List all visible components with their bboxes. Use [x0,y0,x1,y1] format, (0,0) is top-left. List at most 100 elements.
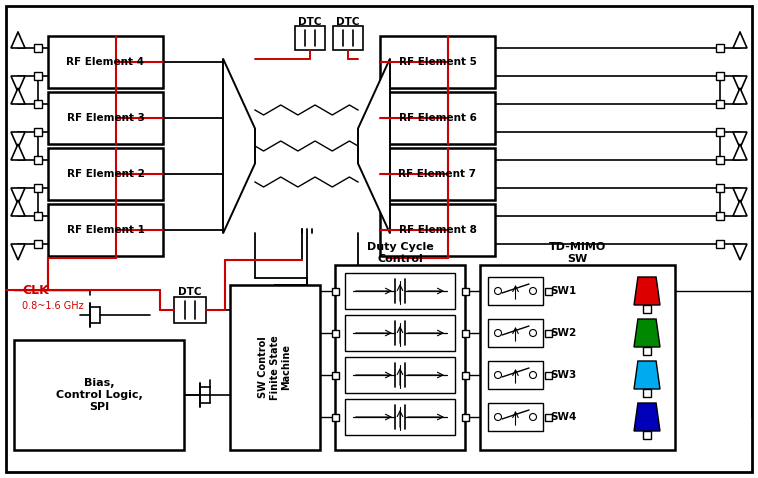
Bar [34,156,42,164]
Bar [48,92,163,144]
Bar [345,357,455,393]
Bar [295,26,325,50]
Bar [643,431,651,439]
Bar [488,319,543,347]
Bar [331,413,339,421]
Bar [488,277,543,305]
Bar [331,371,339,379]
Bar [716,100,724,108]
Polygon shape [634,403,660,431]
Bar [544,329,552,337]
Bar [34,240,42,248]
Bar [488,403,543,431]
Bar [716,72,724,80]
Polygon shape [11,32,25,48]
Polygon shape [733,32,747,48]
Bar [643,389,651,397]
Polygon shape [11,76,25,92]
Polygon shape [11,144,25,160]
Polygon shape [733,244,747,260]
Bar [716,44,724,52]
Polygon shape [11,132,25,148]
Text: SW3: SW3 [550,370,576,380]
Bar [380,204,495,256]
Circle shape [530,371,537,379]
Bar [335,265,465,450]
Bar [230,285,320,450]
Polygon shape [11,200,25,216]
Text: SW Control
Finite State
Machine: SW Control Finite State Machine [258,335,292,400]
Bar [345,399,455,435]
Bar [488,361,543,389]
Bar [716,184,724,192]
Polygon shape [358,58,390,233]
Text: Bias,
Control Logic,
SPI: Bias, Control Logic, SPI [55,379,143,412]
Bar [14,340,184,450]
Polygon shape [733,88,747,104]
Polygon shape [733,144,747,160]
Bar [34,44,42,52]
Text: RF Element 7: RF Element 7 [399,169,477,179]
Bar [544,413,552,421]
Text: RF Element 1: RF Element 1 [67,225,145,235]
Text: RF Element 8: RF Element 8 [399,225,477,235]
Bar [643,305,651,313]
Text: RF Element 2: RF Element 2 [67,169,145,179]
Polygon shape [11,88,25,104]
Bar [331,329,339,337]
Text: RF Element 4: RF Element 4 [67,57,145,67]
Bar [48,36,163,88]
Bar [643,347,651,355]
Text: TD-MIMO
SW: TD-MIMO SW [549,242,606,264]
Circle shape [494,371,502,379]
Circle shape [530,329,537,337]
Text: 0.8~1.6 GHz: 0.8~1.6 GHz [22,301,83,311]
Bar [174,297,206,323]
Bar [380,36,495,88]
Text: SW1: SW1 [550,286,576,296]
Polygon shape [634,319,660,347]
Bar [34,72,42,80]
Text: SW2: SW2 [550,328,576,338]
Bar [716,128,724,136]
Text: RF Element 3: RF Element 3 [67,113,145,123]
Circle shape [494,413,502,421]
Bar [48,148,163,200]
Text: RF Element 6: RF Element 6 [399,113,477,123]
Bar [480,265,675,450]
Bar [34,128,42,136]
Bar [34,100,42,108]
Bar [345,315,455,351]
Polygon shape [11,244,25,260]
Polygon shape [733,132,747,148]
Polygon shape [733,188,747,204]
Bar [462,287,468,294]
Bar [380,92,495,144]
Polygon shape [11,188,25,204]
Bar [34,184,42,192]
Bar [48,204,163,256]
Polygon shape [223,58,255,233]
Bar [333,26,363,50]
Polygon shape [733,76,747,92]
Bar [34,212,42,220]
Text: RF Element 5: RF Element 5 [399,57,477,67]
Bar [544,287,552,294]
Bar [716,240,724,248]
Text: DTC: DTC [298,17,321,27]
Bar [716,156,724,164]
Text: SW4: SW4 [550,412,576,422]
Bar [462,329,468,337]
Bar [462,371,468,379]
Bar [345,273,455,309]
Bar [544,371,552,379]
Polygon shape [634,361,660,389]
Circle shape [494,329,502,337]
Circle shape [530,287,537,294]
Bar [331,287,339,294]
Text: Duty Cycle
Control: Duty Cycle Control [367,242,434,264]
Text: CLK: CLK [22,283,49,296]
Polygon shape [733,200,747,216]
Bar [380,148,495,200]
Bar [716,212,724,220]
